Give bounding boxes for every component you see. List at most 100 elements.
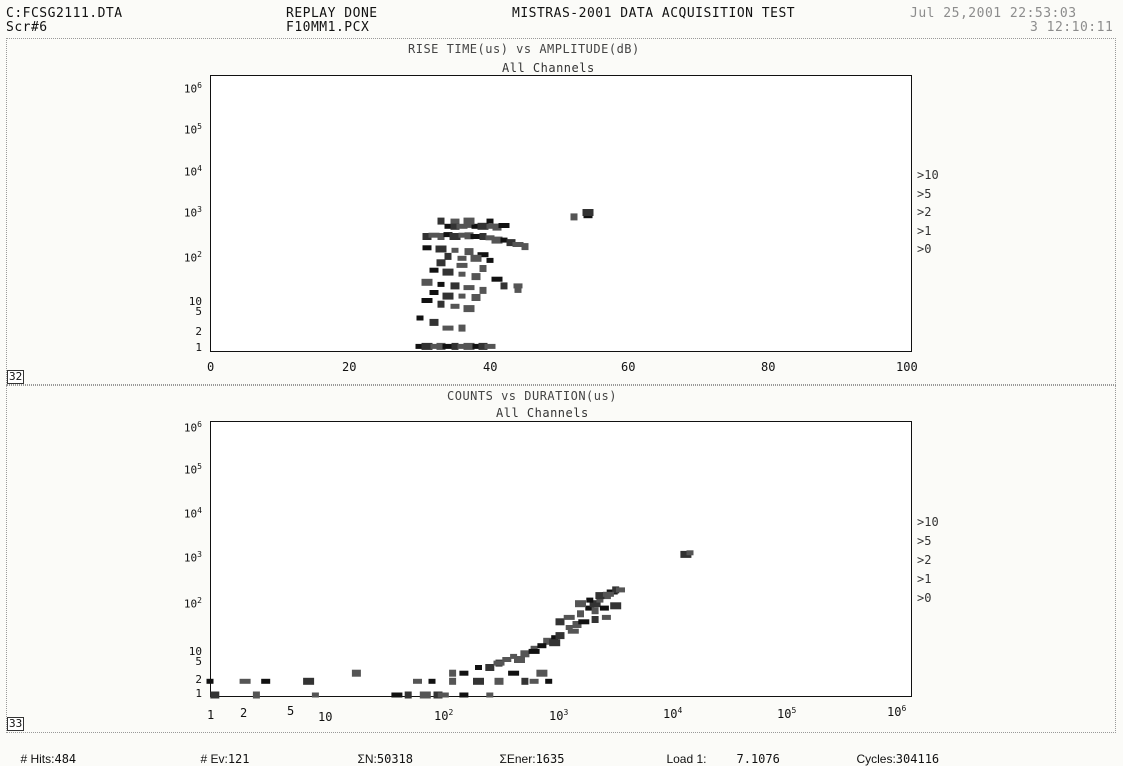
legend-item: >5 — [917, 187, 932, 201]
data-point — [422, 245, 432, 251]
sum-counts: ΣN:50318 — [343, 738, 413, 766]
data-point — [450, 303, 460, 309]
plot-panel-counts[interactable] — [6, 385, 1116, 733]
data-point — [464, 248, 474, 256]
events-label: # Ev: — [200, 752, 228, 766]
file-name: C:FCSG2111.DTA — [6, 6, 123, 21]
data-point — [589, 600, 601, 608]
data-point — [437, 217, 445, 225]
data-point — [430, 343, 438, 349]
hits-label: # Hits: — [20, 752, 55, 766]
panel-number-badge[interactable]: 32 — [7, 370, 25, 384]
data-point — [415, 343, 425, 349]
data-point — [450, 218, 460, 224]
data-point — [422, 233, 432, 240]
data-point — [444, 223, 452, 229]
legend-item: >5 — [917, 534, 932, 548]
data-point — [429, 318, 439, 326]
x-tick-label: 20 — [342, 360, 357, 374]
data-point — [537, 643, 547, 649]
load-value: 7.1076 — [736, 752, 780, 766]
y-tick-label: 1 — [195, 687, 202, 700]
x-tick-label: 40 — [483, 360, 498, 374]
sum-n-label: ΣN: — [357, 752, 377, 766]
x-tick-label: 10 — [318, 710, 333, 724]
panel-number-badge[interactable]: 33 — [7, 717, 25, 731]
cycles-counter: Cycles:304116 — [842, 738, 939, 766]
data-point — [458, 324, 466, 332]
y-tick-label: 2 — [195, 673, 202, 686]
y-tick-label: 104 — [183, 164, 202, 179]
data-point — [442, 343, 454, 349]
data-point — [443, 232, 453, 238]
y-tick-label: 103 — [183, 550, 202, 565]
data-point — [442, 268, 454, 276]
sum-energy-label: ΣEner: — [499, 752, 536, 766]
y-tick-label: 102 — [183, 596, 202, 611]
data-point — [457, 255, 467, 261]
data-point — [451, 247, 459, 253]
data-point — [492, 223, 502, 231]
cycles-value: 304116 — [895, 752, 940, 766]
plot-title: COUNTS vs DURATION(us) — [447, 389, 617, 403]
data-point — [575, 600, 586, 608]
data-point — [351, 669, 361, 677]
plot-panel-rise-time[interactable] — [6, 38, 1116, 385]
data-point — [458, 232, 466, 238]
data-point — [477, 252, 489, 258]
data-point — [473, 677, 484, 685]
data-point — [485, 235, 495, 241]
legend-item: >1 — [917, 572, 932, 586]
plot-area[interactable] — [210, 75, 912, 352]
data-point — [549, 639, 561, 647]
data-point — [451, 342, 459, 350]
y-tick-label: 5 — [195, 305, 202, 318]
data-point — [563, 614, 575, 620]
data-point — [437, 300, 445, 308]
data-point — [520, 650, 530, 658]
data-point — [512, 242, 524, 247]
data-point — [686, 550, 694, 556]
cycles-label: Cycles: — [856, 752, 896, 766]
data-point — [261, 678, 271, 684]
data-point — [470, 234, 482, 239]
data-point — [572, 621, 582, 628]
data-point — [391, 692, 403, 698]
data-point — [578, 619, 590, 625]
x-tick-label: 100 — [896, 360, 918, 374]
data-point — [413, 678, 422, 684]
data-point — [421, 342, 433, 350]
data-point — [450, 282, 460, 290]
data-point — [500, 282, 508, 290]
data-point — [486, 692, 494, 698]
data-point — [565, 625, 573, 630]
data-point — [463, 342, 475, 350]
data-point — [486, 223, 494, 229]
data-point — [459, 670, 469, 676]
y-tick-label: 1 — [195, 341, 202, 354]
load-reading: Load 1: 7.1076 — [652, 738, 780, 766]
data-point — [596, 597, 604, 603]
legend-item: >2 — [917, 205, 932, 219]
data-point — [582, 209, 594, 216]
data-point — [477, 222, 489, 230]
data-point — [510, 653, 518, 659]
data-point — [502, 657, 512, 662]
events-value: 121 — [227, 752, 250, 766]
data-point — [498, 223, 510, 228]
data-point — [513, 283, 523, 289]
data-point — [478, 342, 488, 350]
hits-counter: # Hits:484 — [6, 738, 76, 766]
data-point — [437, 692, 449, 698]
data-point — [508, 670, 520, 676]
data-point — [591, 607, 599, 615]
screen-number: Scr#6 — [6, 20, 48, 35]
data-point — [570, 213, 578, 221]
legend-item: >2 — [917, 553, 932, 567]
x-tick-label: 60 — [621, 360, 636, 374]
data-point — [521, 243, 529, 251]
data-point — [551, 635, 559, 641]
y-tick-label: 10 — [188, 295, 202, 308]
plot-area[interactable] — [210, 421, 912, 697]
data-point — [471, 294, 481, 301]
